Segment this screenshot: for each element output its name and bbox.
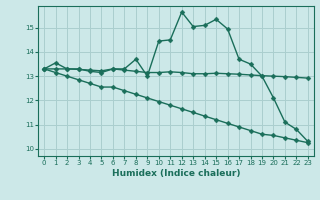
X-axis label: Humidex (Indice chaleur): Humidex (Indice chaleur) (112, 169, 240, 178)
